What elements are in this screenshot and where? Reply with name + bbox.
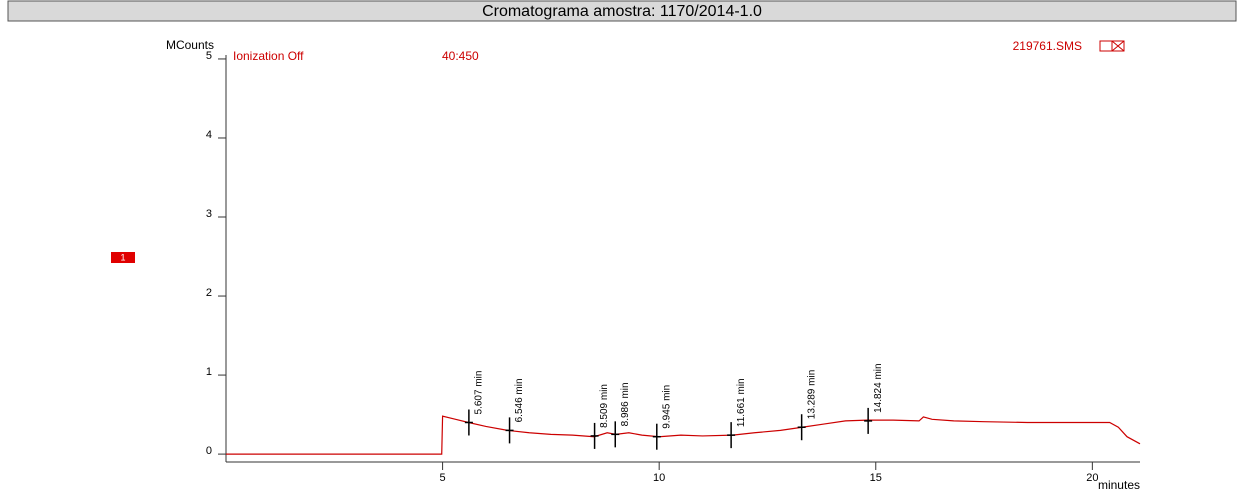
x-tick-label: 15 bbox=[870, 472, 882, 484]
x-tick-label: 10 bbox=[653, 472, 665, 484]
x-tick-label: 5 bbox=[440, 472, 446, 484]
peak-label: 13.289 min bbox=[806, 370, 817, 419]
chart-title: Cromatograma amostra: 1170/2014-1.0 bbox=[482, 3, 762, 20]
title-bar bbox=[7, 0, 1237, 22]
peak-label: 8.509 min bbox=[599, 384, 610, 428]
file-name: 219761.SMS bbox=[1013, 39, 1082, 53]
close-cross bbox=[1111, 40, 1125, 52]
y-tick-label: 0 bbox=[206, 445, 212, 457]
y-tick-label: 4 bbox=[206, 129, 212, 141]
y-tick-label: 2 bbox=[206, 287, 212, 299]
trace-badge bbox=[111, 252, 135, 263]
close-icon bbox=[1111, 40, 1125, 52]
x-axis-label: minutes bbox=[1098, 478, 1140, 492]
peak-label: 8.986 min bbox=[620, 382, 631, 426]
peak-label: 6.546 min bbox=[514, 378, 525, 422]
y-tick-label: 3 bbox=[206, 208, 212, 220]
peak-label: 5.607 min bbox=[474, 371, 485, 415]
ionization-note: Ionization Off bbox=[233, 49, 304, 63]
mass-range: 40:450 bbox=[442, 49, 479, 63]
window-icon bbox=[1099, 40, 1113, 52]
chromatogram-line bbox=[226, 415, 1141, 455]
y-tick-label: 5 bbox=[206, 50, 212, 62]
peak-label: 9.945 min bbox=[661, 385, 672, 429]
trace-number: 1 bbox=[120, 252, 125, 262]
peak-label: 14.824 min bbox=[873, 363, 884, 412]
y-axis-label: MCounts bbox=[166, 38, 214, 52]
x-tick-label: 20 bbox=[1086, 472, 1098, 484]
y-tick-label: 1 bbox=[206, 366, 212, 378]
peak-label: 11.661 min bbox=[736, 378, 747, 427]
